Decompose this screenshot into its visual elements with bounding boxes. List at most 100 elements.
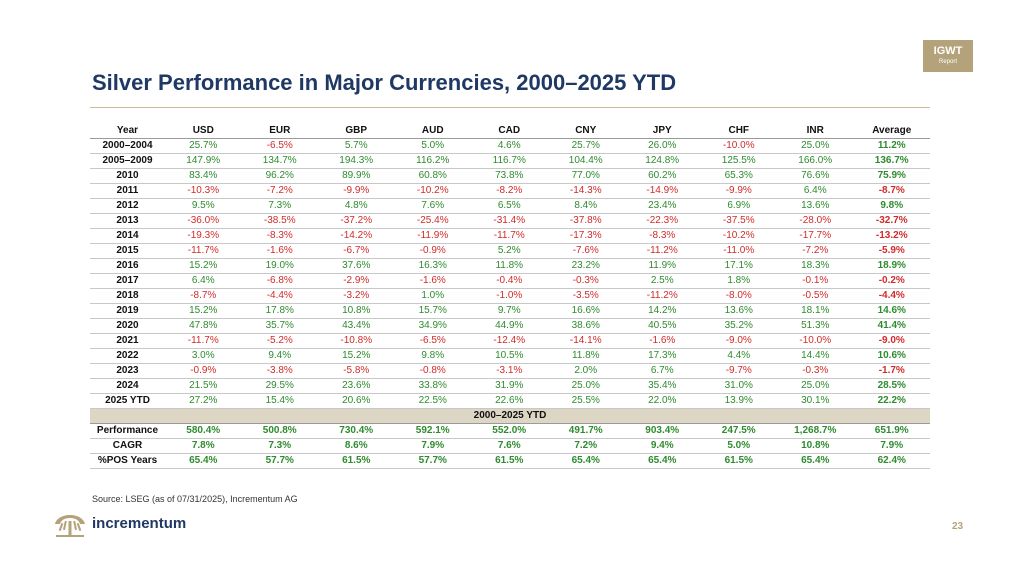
table-cell: -8.2% bbox=[471, 183, 548, 199]
table-cell: 35.2% bbox=[700, 318, 777, 334]
table-cell: 10.8% bbox=[318, 303, 395, 319]
table-cell: -14.1% bbox=[547, 333, 624, 349]
table-cell: 1.8% bbox=[700, 273, 777, 289]
brand-name: incrementum bbox=[92, 515, 187, 532]
table-cell: -0.3% bbox=[777, 363, 854, 379]
table-cell: 27.2% bbox=[165, 393, 242, 409]
table-row: 2011 -10.3% -7.2% -9.9% -10.2% -8.2% -14.3% -14… bbox=[90, 183, 930, 199]
table-cell: 61.5% bbox=[318, 453, 395, 469]
table-cell: -0.4% bbox=[471, 273, 548, 289]
table-cell: 17.3% bbox=[624, 348, 701, 364]
table-cell: -6.7% bbox=[318, 243, 395, 259]
table-cell: -0.3% bbox=[547, 273, 624, 289]
table-cell: -0.9% bbox=[394, 243, 471, 259]
table-cell: 40.5% bbox=[624, 318, 701, 334]
row-label: 2011 bbox=[90, 183, 165, 199]
row-label: 2017 bbox=[90, 273, 165, 289]
silver-performance-table: Year USD EUR GBP AUD CAD CNY JPY CHF INR Average 2… bbox=[90, 124, 930, 469]
table-cell: -11.9% bbox=[394, 228, 471, 244]
table-cell: 18.9% bbox=[853, 258, 930, 274]
row-label: 2025 YTD bbox=[90, 393, 165, 409]
table-cell: -14.3% bbox=[547, 183, 624, 199]
table-cell: 15.2% bbox=[318, 348, 395, 364]
table-row: 2000–2004 25.7% -6.5% 5.7% 5.0% 4.6% 25.7% 26.0… bbox=[90, 138, 930, 154]
table-cell: 10.6% bbox=[853, 348, 930, 364]
table-cell: -9.9% bbox=[700, 183, 777, 199]
table-cell: -4.4% bbox=[853, 288, 930, 304]
table-cell: -38.5% bbox=[241, 213, 318, 229]
row-label: 2023 bbox=[90, 363, 165, 379]
table-cell: -10.0% bbox=[700, 138, 777, 154]
table-cell: 651.9% bbox=[853, 423, 930, 439]
table-cell: 247.5% bbox=[700, 423, 777, 439]
table-cell: 60.2% bbox=[624, 168, 701, 184]
page-title: Silver Performance in Major Currencies, … bbox=[92, 70, 677, 95]
table-cell: 76.6% bbox=[777, 168, 854, 184]
table-cell: -9.7% bbox=[700, 363, 777, 379]
table-cell: 23.6% bbox=[318, 378, 395, 394]
table-cell: 37.6% bbox=[318, 258, 395, 274]
badge-subtitle: Report bbox=[938, 59, 957, 65]
table-cell: 22.2% bbox=[853, 393, 930, 409]
column-header: AUD bbox=[394, 124, 471, 139]
table-cell: -6.8% bbox=[241, 273, 318, 289]
table-cell: 9.4% bbox=[624, 438, 701, 454]
row-label: 2012 bbox=[90, 198, 165, 214]
table-cell: 17.1% bbox=[700, 258, 777, 274]
incrementum-tree-icon bbox=[55, 515, 85, 537]
table-cell: 552.0% bbox=[471, 423, 548, 439]
table-cell: -10.3% bbox=[165, 183, 242, 199]
table-cell: 13.6% bbox=[777, 198, 854, 214]
table-cell: 500.8% bbox=[241, 423, 318, 439]
table-cell: 6.5% bbox=[471, 198, 548, 214]
table-cell: -7.2% bbox=[241, 183, 318, 199]
table-cell: -0.1% bbox=[777, 273, 854, 289]
table-row: 2005–2009 147.9% 134.7% 194.3% 116.2% 116.7% 1… bbox=[90, 153, 930, 169]
table-cell: -10.2% bbox=[394, 183, 471, 199]
row-label: 2015 bbox=[90, 243, 165, 259]
table-cell: 25.7% bbox=[165, 138, 242, 154]
table-cell: -17.7% bbox=[777, 228, 854, 244]
table-cell: 33.8% bbox=[394, 378, 471, 394]
table-cell: 11.8% bbox=[471, 258, 548, 274]
table-cell: 136.7% bbox=[853, 153, 930, 169]
row-label: 2014 bbox=[90, 228, 165, 244]
table-cell: 77.0% bbox=[547, 168, 624, 184]
table-cell: -0.9% bbox=[165, 363, 242, 379]
row-label: 2019 bbox=[90, 303, 165, 319]
table-row: 2019 15.2% 17.8% 10.8% 15.7% 9.7% 16.6% 14.2% 13… bbox=[90, 303, 930, 319]
table-cell: -0.5% bbox=[777, 288, 854, 304]
table-cell: -14.2% bbox=[318, 228, 395, 244]
row-label: 2024 bbox=[90, 378, 165, 394]
column-header: CNY bbox=[547, 124, 624, 139]
table-cell: 47.8% bbox=[165, 318, 242, 334]
year-rows: 2000–2004 25.7% -6.5% 5.7% 5.0% 4.6% 25.7% 26.0… bbox=[90, 138, 930, 409]
table-cell: 7.3% bbox=[241, 438, 318, 454]
table-cell: 44.9% bbox=[471, 318, 548, 334]
table-cell: 14.6% bbox=[853, 303, 930, 319]
table-row: 2023 -0.9% -3.8% -5.8% -0.8% -3.1% 2.0% 6.7% -9.… bbox=[90, 363, 930, 379]
table-cell: 57.7% bbox=[394, 453, 471, 469]
column-header: JPY bbox=[624, 124, 701, 139]
row-label: 2010 bbox=[90, 168, 165, 184]
table-cell: 15.2% bbox=[165, 258, 242, 274]
table-cell: 57.7% bbox=[241, 453, 318, 469]
row-label: 2021 bbox=[90, 333, 165, 349]
table-cell: 124.8% bbox=[624, 153, 701, 169]
table-cell: 31.9% bbox=[471, 378, 548, 394]
table-cell: 5.7% bbox=[318, 138, 395, 154]
table-cell: -11.7% bbox=[165, 333, 242, 349]
table-cell: 61.5% bbox=[471, 453, 548, 469]
table-row: 2022 3.0% 9.4% 15.2% 9.8% 10.5% 11.8% 17.3% 4.4%… bbox=[90, 348, 930, 364]
table-cell: 116.2% bbox=[394, 153, 471, 169]
table-cell: 580.4% bbox=[165, 423, 242, 439]
table-cell: 11.8% bbox=[547, 348, 624, 364]
section-label: 2000–2025 YTD bbox=[90, 408, 930, 424]
table-cell: 14.2% bbox=[624, 303, 701, 319]
table-cell: 28.5% bbox=[853, 378, 930, 394]
table-cell: 6.4% bbox=[777, 183, 854, 199]
table-cell: -12.4% bbox=[471, 333, 548, 349]
table-cell: 8.6% bbox=[318, 438, 395, 454]
table-cell: 16.6% bbox=[547, 303, 624, 319]
table-cell: -8.0% bbox=[700, 288, 777, 304]
